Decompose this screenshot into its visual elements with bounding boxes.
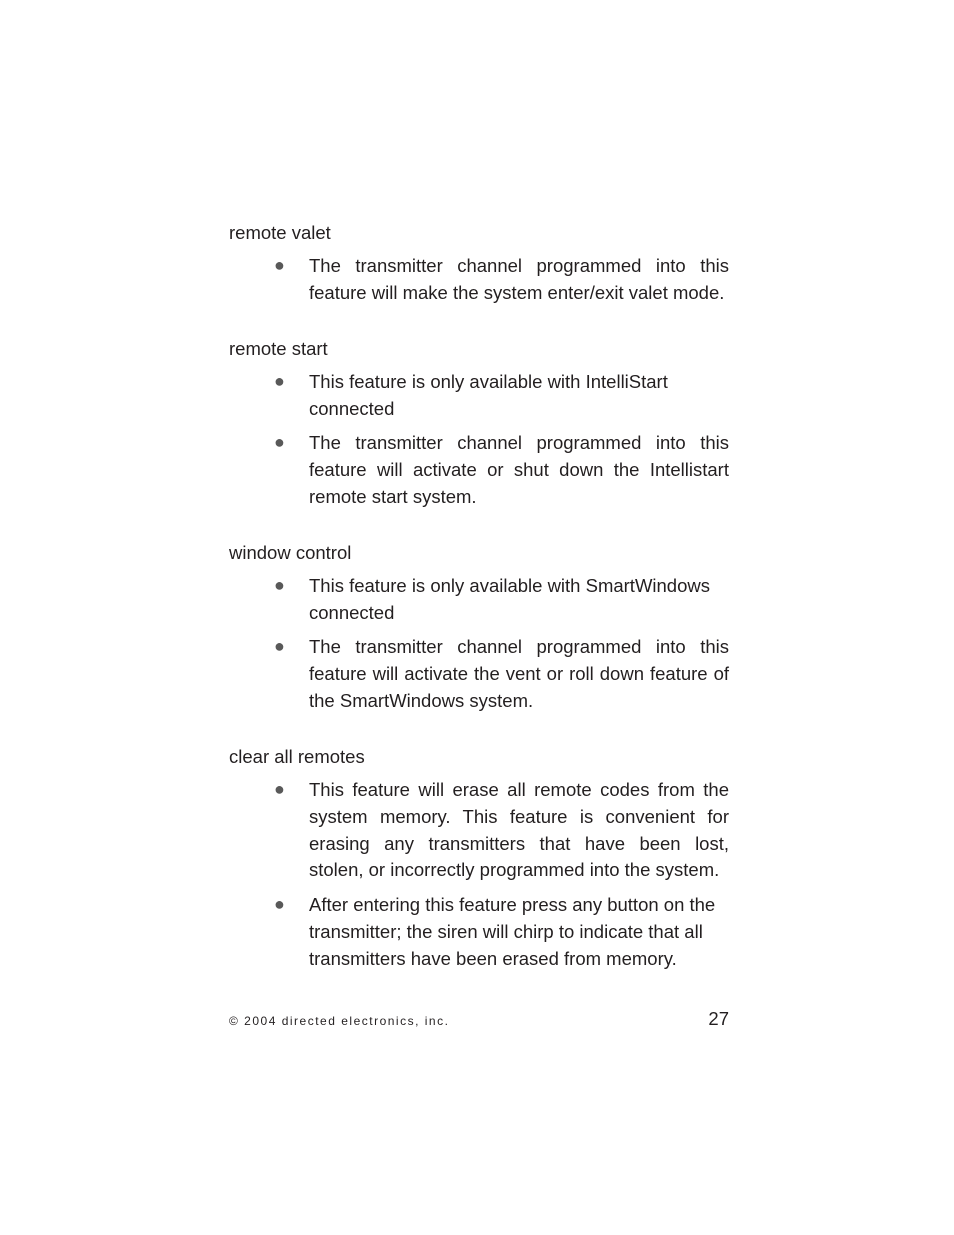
content-area: remote valet ● The transmitter channel p… bbox=[229, 221, 729, 1003]
bullet-glyph-icon: ● bbox=[229, 369, 309, 393]
bullet-text: This feature is only available with Smar… bbox=[309, 573, 729, 627]
feature-remote-start: remote start ● This feature is only avai… bbox=[229, 337, 729, 511]
bullet-glyph-icon: ● bbox=[229, 253, 309, 277]
feature-heading: window control bbox=[229, 541, 729, 565]
feature-heading: remote start bbox=[229, 337, 729, 361]
feature-clear-all-remotes: clear all remotes ● This feature will er… bbox=[229, 745, 729, 973]
bullet-text: This feature will erase all remote codes… bbox=[309, 777, 729, 884]
bullet-item: ● This feature is only available with Sm… bbox=[229, 573, 729, 627]
feature-window-control: window control ● This feature is only av… bbox=[229, 541, 729, 715]
bullet-glyph-icon: ● bbox=[229, 573, 309, 597]
bullet-glyph-icon: ● bbox=[229, 777, 309, 801]
bullet-text: The transmitter channel programmed into … bbox=[309, 430, 729, 510]
bullet-glyph-icon: ● bbox=[229, 634, 309, 658]
page-footer: © 2004 directed electronics, inc. 27 bbox=[229, 1008, 729, 1030]
page-number: 27 bbox=[708, 1008, 729, 1030]
bullet-glyph-icon: ● bbox=[229, 430, 309, 454]
bullet-text: This feature is only available with Inte… bbox=[309, 369, 729, 423]
bullet-item: ● After entering this feature press any … bbox=[229, 892, 729, 972]
bullet-item: ● This feature will erase all remote cod… bbox=[229, 777, 729, 884]
bullet-text: The transmitter channel programmed into … bbox=[309, 253, 729, 307]
page: remote valet ● The transmitter channel p… bbox=[0, 0, 954, 1235]
feature-remote-valet: remote valet ● The transmitter channel p… bbox=[229, 221, 729, 307]
bullet-item: ● This feature is only available with In… bbox=[229, 369, 729, 423]
bullet-item: ● The transmitter channel programmed int… bbox=[229, 634, 729, 714]
bullet-text: After entering this feature press any bu… bbox=[309, 892, 729, 972]
feature-heading: remote valet bbox=[229, 221, 729, 245]
feature-heading: clear all remotes bbox=[229, 745, 729, 769]
bullet-text: The transmitter channel programmed into … bbox=[309, 634, 729, 714]
copyright-text: © 2004 directed electronics, inc. bbox=[229, 1014, 449, 1028]
bullet-item: ● The transmitter channel programmed int… bbox=[229, 253, 729, 307]
bullet-glyph-icon: ● bbox=[229, 892, 309, 916]
bullet-item: ● The transmitter channel programmed int… bbox=[229, 430, 729, 510]
